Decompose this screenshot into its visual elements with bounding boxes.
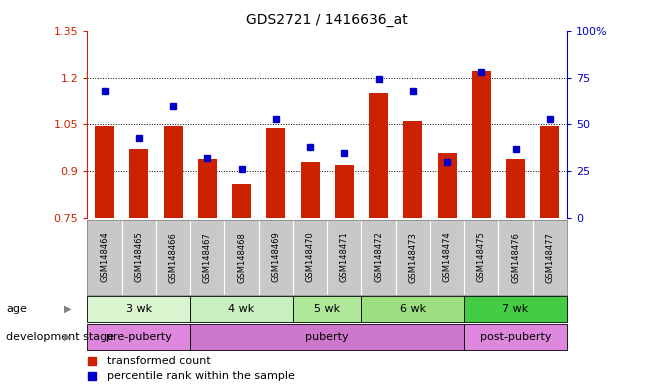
Bar	[540, 126, 559, 218]
Text: GSM148476: GSM148476	[511, 232, 520, 283]
Text: age: age	[6, 304, 27, 314]
Bar	[335, 165, 354, 218]
Text: GSM148474: GSM148474	[443, 232, 452, 283]
Text: ▶: ▶	[64, 332, 72, 342]
Text: GSM148475: GSM148475	[477, 232, 486, 283]
Bar	[95, 126, 114, 218]
Bar	[293, 296, 362, 322]
Text: percentile rank within the sample: percentile rank within the sample	[107, 371, 295, 381]
Text: 7 wk: 7 wk	[502, 304, 529, 314]
Text: GSM148468: GSM148468	[237, 232, 246, 283]
Text: GSM148465: GSM148465	[134, 232, 143, 283]
Text: 4 wk: 4 wk	[229, 304, 255, 314]
Bar	[87, 324, 191, 350]
Bar	[404, 121, 422, 218]
Text: 6 wk: 6 wk	[400, 304, 426, 314]
Text: 5 wk: 5 wk	[314, 304, 340, 314]
Text: 3 wk: 3 wk	[126, 304, 152, 314]
Text: GSM148471: GSM148471	[340, 232, 349, 283]
Bar	[232, 184, 251, 218]
Bar	[472, 71, 491, 218]
Text: ▶: ▶	[64, 304, 72, 314]
Bar	[198, 159, 217, 218]
Bar	[191, 324, 464, 350]
Text: GSM148469: GSM148469	[272, 232, 281, 283]
Text: GSM148470: GSM148470	[306, 232, 315, 283]
Bar	[437, 152, 457, 218]
Text: pre-puberty: pre-puberty	[106, 332, 172, 342]
Text: GSM148477: GSM148477	[546, 232, 555, 283]
Text: puberty: puberty	[305, 332, 349, 342]
Text: transformed count: transformed count	[107, 356, 211, 366]
Title: GDS2721 / 1416636_at: GDS2721 / 1416636_at	[246, 13, 408, 27]
Bar	[266, 127, 285, 218]
Bar	[369, 93, 388, 218]
Text: GSM148466: GSM148466	[168, 232, 178, 283]
Bar	[164, 126, 183, 218]
Text: GSM148467: GSM148467	[203, 232, 212, 283]
Text: development stage: development stage	[6, 332, 115, 342]
Text: GSM148464: GSM148464	[100, 232, 109, 283]
Bar	[362, 296, 464, 322]
Bar	[506, 159, 525, 218]
Bar	[87, 296, 191, 322]
Bar	[301, 162, 319, 218]
Bar	[191, 296, 293, 322]
Text: GSM148472: GSM148472	[374, 232, 383, 283]
Bar	[130, 149, 148, 218]
Bar	[464, 324, 567, 350]
Text: GSM148473: GSM148473	[408, 232, 417, 283]
Text: post-puberty: post-puberty	[480, 332, 551, 342]
Bar	[464, 296, 567, 322]
